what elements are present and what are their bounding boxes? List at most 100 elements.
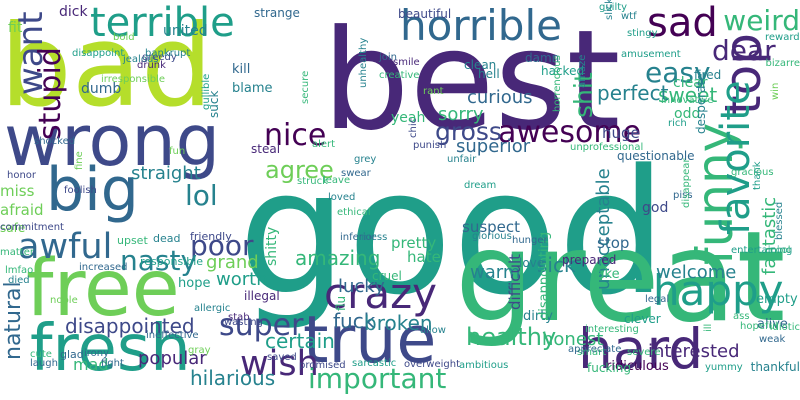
word-loved: loved	[328, 192, 355, 203]
word-amazing: amazing	[295, 246, 380, 270]
word-glorious: glorious	[472, 231, 512, 242]
word-fired: fired	[694, 68, 721, 82]
word-ridiculous: ridiculous	[606, 359, 669, 374]
word-smart: smart	[577, 347, 606, 358]
word-hard: hard	[578, 317, 703, 381]
word-upset: upset	[117, 234, 148, 247]
word-hopeful: hopeful	[740, 321, 778, 332]
word-fucking: fucking	[587, 361, 631, 375]
word-saved: saved	[267, 352, 297, 363]
word-irresponsible: irresponsible	[101, 74, 165, 85]
word-horrendous: horrendous	[552, 55, 563, 112]
word-broken: broken	[364, 311, 433, 335]
word-fun: fun	[169, 146, 185, 157]
word-top: top	[714, 33, 772, 115]
word-shitty: shitty	[264, 227, 280, 266]
word-yeah: yeah	[391, 110, 425, 126]
word-popular: popular	[138, 348, 207, 369]
word-gross: gross	[435, 117, 502, 146]
word-rant: rant	[423, 86, 444, 97]
word-wish: wish	[240, 344, 319, 384]
word-allergic: allergic	[194, 303, 230, 314]
word-bizarre: bizarre	[766, 58, 800, 69]
word-legal: legal	[645, 294, 669, 305]
word-yummy: yummy	[705, 362, 743, 373]
word-agree: agree	[265, 156, 334, 184]
word-important: important	[308, 362, 446, 395]
word-bold: bold	[113, 32, 135, 43]
word-funny: funny	[686, 123, 744, 265]
word-drunk: drunk	[137, 60, 166, 71]
word-perfect: perfect	[597, 81, 669, 105]
word-grand: grand	[206, 252, 259, 273]
word-piss: piss	[673, 190, 693, 201]
word-questionable: questionable	[617, 149, 695, 163]
word-friendly: friendly	[190, 230, 232, 243]
word-entertaining: entertaining	[731, 245, 792, 256]
word-join: join	[378, 52, 397, 63]
word-guilty: guilty	[599, 2, 627, 13]
word-punish: punish	[413, 140, 446, 151]
word-unprofessional: unprofessional	[570, 142, 643, 153]
word-desperate: desperate	[694, 73, 708, 134]
word-fantastic: fantastic	[759, 197, 780, 275]
word-fine: fine	[74, 151, 85, 170]
word-gracious: gracious	[731, 167, 774, 178]
word-disappear: disappear	[681, 158, 692, 208]
word-foolish: foolish	[64, 185, 97, 196]
word-good: good	[238, 132, 667, 333]
word-shit: shit	[569, 72, 598, 118]
word-fresh: fresh	[30, 312, 191, 386]
word-safe: safe	[0, 221, 25, 235]
word-horrible: horrible	[400, 1, 562, 50]
word-creative: creative	[379, 70, 419, 81]
word-god: god	[642, 200, 668, 216]
word-alert: alert	[312, 139, 335, 150]
word-worth: worth	[216, 269, 268, 290]
word-gullible: gullible	[201, 74, 212, 110]
word-sorry: sorry	[438, 104, 484, 125]
word-blessed: blessed	[774, 202, 785, 240]
word-slick: slick	[604, 0, 615, 20]
word-clear: clear	[673, 75, 708, 91]
word-beautiful: beautiful	[398, 7, 451, 21]
word-laugh: laugh	[30, 358, 58, 369]
word-interested: interested	[648, 341, 740, 362]
word-thank: thank	[752, 161, 763, 190]
word-hunger: hunger	[512, 235, 549, 246]
word-win: win	[770, 83, 781, 100]
word-glad: glad	[60, 348, 84, 361]
word-grey: grey	[354, 154, 376, 165]
word-amusement: amusement	[621, 49, 681, 60]
word-amaze: amaze	[577, 55, 588, 88]
word-ill: ill	[703, 324, 714, 332]
word-chic: chic	[408, 118, 419, 138]
word-flu: flu	[334, 296, 348, 311]
word-awesome: awesome	[498, 115, 641, 150]
word-fit: fit	[8, 20, 23, 36]
word-fuck: fuck	[333, 309, 376, 333]
word-want: want	[11, 11, 51, 95]
word-easy: easy	[645, 56, 711, 89]
word-severe: severe	[627, 347, 660, 358]
word-ethical: ethical	[337, 207, 371, 218]
word-hacked: hacked	[541, 64, 584, 78]
word-united: united	[163, 23, 208, 39]
word-swear: swear	[341, 168, 372, 179]
word-dream: dream	[464, 180, 496, 191]
word-awful: awful	[18, 227, 112, 267]
word-strange: strange	[254, 6, 300, 20]
word-stingy: stingy	[627, 28, 658, 39]
word-warm: warm	[470, 262, 520, 283]
word-best: best	[322, 0, 621, 161]
word-struck: struck	[297, 176, 328, 187]
word-great: great	[455, 205, 786, 350]
word-lol: lol	[185, 179, 218, 212]
word-straight: straight	[131, 163, 201, 184]
word-wasting: wasting	[224, 317, 263, 328]
word-clever: clever	[624, 312, 661, 326]
word-kill: kill	[232, 62, 250, 77]
word-difficult: difficult	[506, 254, 524, 310]
